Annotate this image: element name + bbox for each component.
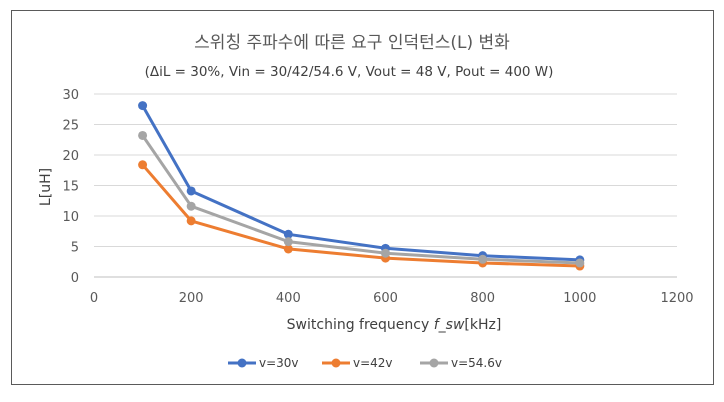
legend-label: v=30v [259, 356, 299, 370]
x-axis-label-prefix: Switching frequency [287, 317, 434, 333]
x-tick-label: 1000 [563, 291, 596, 306]
series-v=42v [138, 160, 585, 271]
x-tick-label: 800 [470, 291, 495, 306]
series-line [141, 104, 582, 262]
series-v=54.6v [138, 130, 585, 268]
data-point [575, 258, 585, 268]
x-tick-label: 200 [179, 291, 204, 306]
legend-item: v=42v [322, 356, 393, 370]
data-point [283, 244, 293, 254]
data-point [138, 130, 148, 140]
series-v=30v [138, 101, 585, 265]
y-tick-label: 5 [71, 241, 79, 256]
x-tick-label: 600 [373, 291, 398, 306]
data-point [283, 237, 293, 247]
legend-label: v=42v [353, 356, 393, 370]
y-tick-label: 25 [62, 119, 79, 134]
series-line [141, 134, 582, 265]
data-point [138, 160, 148, 170]
y-axis-ticks: 0 5 10 15 20 25 30 [62, 88, 79, 286]
legend-item: v=30v [228, 356, 299, 370]
data-point [478, 254, 488, 264]
legend-swatch-marker [331, 358, 341, 368]
data-point [186, 216, 196, 226]
y-tick-label: 0 [71, 271, 79, 286]
x-tick-label: 400 [276, 291, 301, 306]
data-point [381, 248, 390, 258]
legend-label: v=54.6v [451, 356, 502, 370]
series-layer [138, 101, 585, 271]
legend-item: v=54.6v [420, 356, 502, 370]
y-tick-label: 20 [62, 149, 79, 164]
legend-swatch-marker [429, 358, 439, 368]
data-point [186, 186, 196, 196]
x-axis-ticks: 0 200 400 600 800 1000 1200 [90, 291, 694, 306]
data-point [283, 229, 293, 239]
x-axis-label-suffix: [kHz] [464, 317, 501, 333]
chart-subtitle: (ΔiL = 30%, Vin = 30/42/54.6 V, Vout = 4… [145, 64, 554, 80]
data-point [138, 101, 148, 111]
x-tick-label: 1200 [660, 291, 693, 306]
legend-swatch-marker [237, 358, 247, 368]
line-chart: 스위칭 주파수에 따른 요구 인덕턴스(L) 변화 (ΔiL = 30%, Vi… [38, 33, 694, 370]
y-tick-label: 30 [62, 88, 79, 103]
chart-frame: 스위칭 주파수에 따른 요구 인덕턴스(L) 변화 (ΔiL = 30%, Vi… [11, 10, 714, 385]
y-axis-label: L[uH] [38, 168, 54, 206]
series-line [141, 163, 582, 268]
legend: v=30v v=42v v=54.6v [228, 356, 502, 370]
y-tick-label: 10 [62, 210, 79, 225]
gridlines [94, 93, 677, 278]
data-point [186, 201, 196, 211]
x-tick-label: 0 [90, 291, 98, 306]
x-axis-label: Switching frequency f_sw[kHz] [287, 317, 502, 333]
x-axis-label-variable: f_sw [434, 317, 465, 333]
y-tick-label: 15 [62, 180, 79, 195]
chart-title: 스위칭 주파수에 따른 요구 인덕턴스(L) 변화 [194, 33, 510, 53]
